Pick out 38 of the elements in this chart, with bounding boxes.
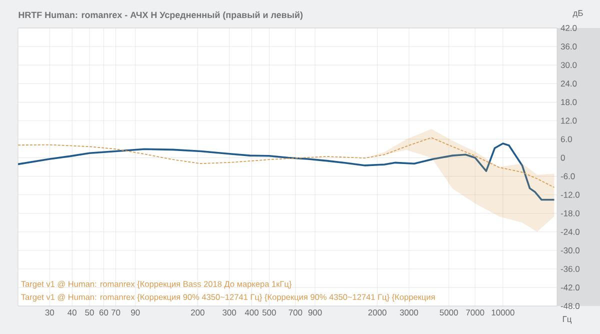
- x-tick-label: 5000: [440, 310, 458, 316]
- x-tick-label: 2000: [368, 310, 386, 316]
- x-tick-label: 300: [222, 310, 236, 316]
- y-tick-label: 30.0: [560, 62, 577, 68]
- x-tick-label: 50: [85, 310, 94, 316]
- x-tick-label: 3000: [400, 310, 418, 316]
- text: Target v1 @ Human: romanrex {Коррекция Bass 2018 До маркера 1кГц}: [21, 280, 292, 289]
- y-tick-label: 0: [560, 154, 565, 161]
- y-tick-label: -24.0: [560, 228, 580, 235]
- y-tick-label: -48.0: [560, 303, 580, 309]
- x-tick-label: 70: [111, 310, 120, 316]
- y-tick-label: 12.0: [561, 118, 577, 124]
- x-tick-label: 10000: [492, 310, 514, 316]
- y-tick-label: 6.0: [560, 136, 572, 142]
- x-tick-label: 200: [191, 310, 204, 316]
- y-tick-label: 42.0: [560, 25, 577, 31]
- x-tick-label: 400: [244, 310, 258, 316]
- x-tick-label: 90: [131, 310, 140, 316]
- chart-title: HRTF Human: romanrex - АЧХ H Усредненный (правый и левый): [18, 11, 303, 20]
- y-tick-label: 36.0: [560, 44, 577, 50]
- y-tick-label: -36.0: [560, 266, 580, 272]
- y-tick-label: 24.0: [560, 80, 577, 87]
- y-tick-label: -30.0: [560, 247, 580, 254]
- x-tick-label: 500: [262, 310, 276, 316]
- y-tick-label: -42.0: [560, 284, 580, 290]
- x-tick-label: 30: [45, 310, 54, 316]
- y-axis-title: дБ: [572, 10, 583, 18]
- y-tick-label: 18.0: [561, 99, 577, 106]
- y-tick-label: -18.0: [560, 210, 580, 216]
- x-axis-title: Гц: [562, 316, 572, 324]
- x-tick-label: 900: [308, 310, 322, 316]
- y-tick-label: -12.0: [560, 192, 580, 198]
- x-tick-label: 700: [288, 310, 302, 316]
- y-tick-label: -6.0: [560, 173, 575, 180]
- x-tick-label: 60: [99, 310, 108, 316]
- x-tick-label: 7000: [466, 310, 484, 316]
- annotation: Target v1 @ Human: romanrex {Коррекция 90% 4350~12741 Гц} {Коррекция 90% 4350~12741 Гц} {Коррекция: [21, 294, 435, 302]
- x-tick-label: 40: [68, 310, 76, 316]
